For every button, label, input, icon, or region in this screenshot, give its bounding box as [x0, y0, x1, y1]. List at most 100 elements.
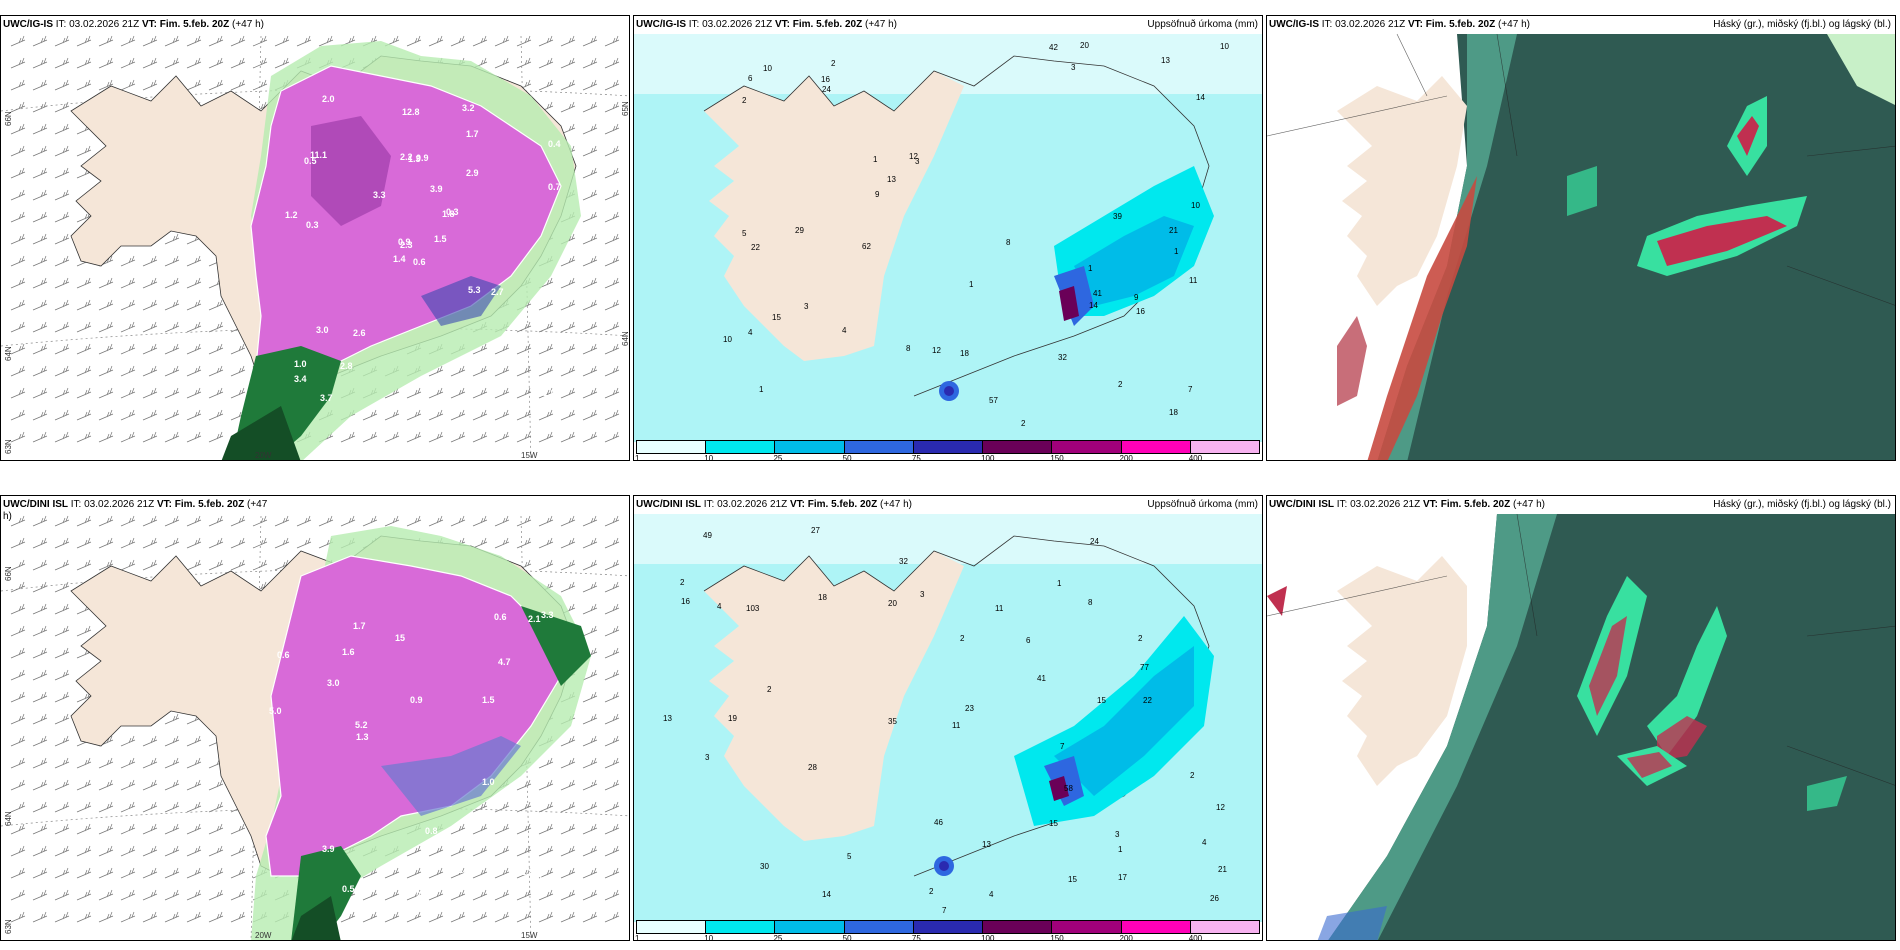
wind-barb	[142, 35, 158, 47]
wind-barb	[98, 365, 114, 377]
wind-barb	[186, 255, 202, 267]
wind-barb	[582, 823, 598, 835]
wind-barb	[186, 343, 202, 355]
wind-barb	[208, 537, 224, 549]
wind-barb	[230, 911, 246, 923]
wind-barb	[32, 515, 48, 527]
wind-barb	[516, 889, 532, 901]
value-label: 5.3	[468, 285, 481, 295]
wind-barb	[142, 537, 158, 549]
wind-barb	[538, 409, 554, 421]
wind-barb	[98, 277, 114, 289]
wind-barb	[582, 867, 598, 879]
wind-barb	[362, 911, 378, 923]
value-label: 1	[1174, 247, 1179, 256]
wind-barb	[582, 691, 598, 703]
value-label: 2	[742, 96, 747, 105]
wind-barb	[32, 537, 48, 549]
wind-barb	[32, 343, 48, 355]
wind-barb	[538, 801, 554, 813]
wind-barb	[428, 515, 444, 527]
wind-barb	[32, 299, 48, 311]
wind-barb	[494, 801, 510, 813]
colorbar-tick-label: 10	[704, 934, 714, 941]
value-label: 42	[1049, 43, 1058, 52]
wind-barb	[32, 823, 48, 835]
value-label: 2.2	[400, 152, 413, 162]
colorbar-tick-label: 150	[1050, 934, 1064, 941]
value-label: 14	[822, 890, 831, 899]
wind-barb	[582, 321, 598, 333]
value-label: 6	[748, 74, 753, 83]
map-canvas	[1267, 513, 1895, 940]
colorbar-tick-label: 200	[1119, 934, 1133, 941]
wind-barb	[604, 145, 620, 157]
wind-barb	[428, 409, 444, 421]
wind-barb	[538, 779, 554, 791]
wind-barb	[142, 889, 158, 901]
wind-barb	[186, 277, 202, 289]
wind-barb	[54, 691, 70, 703]
wind-barb	[208, 321, 224, 333]
wind-barb	[428, 387, 444, 399]
wind-barb	[120, 867, 136, 879]
wind-barb	[340, 911, 356, 923]
wind-barb	[604, 647, 620, 659]
value-label: -1.4	[553, 745, 569, 755]
value-label: 0.6	[277, 650, 290, 660]
wind-barb	[560, 867, 576, 879]
wind-barb	[76, 757, 92, 769]
wind-barb	[582, 255, 598, 267]
wind-barb	[252, 537, 268, 549]
wind-barb	[120, 735, 136, 747]
value-label: 58	[1064, 784, 1073, 793]
wind-barb	[54, 211, 70, 223]
value-label: 46	[934, 818, 943, 827]
wind-barb	[560, 343, 576, 355]
wind-barb	[230, 79, 246, 91]
value-label: 19	[728, 714, 737, 723]
wind-barb	[406, 515, 422, 527]
wind-barb	[604, 299, 620, 311]
colorbar: 1 10 25 50 75 100 150 200 400	[635, 920, 1260, 941]
wind-barb	[186, 299, 202, 311]
wind-barb	[186, 79, 202, 91]
value-label: 11	[1189, 276, 1198, 285]
panel-title-right: Uppsöfnuð úrkoma (mm)	[1147, 19, 1258, 30]
wind-barb	[98, 559, 114, 571]
wind-barb	[362, 515, 378, 527]
value-label: 4	[989, 890, 994, 899]
value-label: 4	[748, 328, 753, 337]
wind-barb	[494, 823, 510, 835]
value-label: 14	[1196, 93, 1205, 102]
wind-barb	[54, 779, 70, 791]
wind-barb	[164, 823, 180, 835]
wind-barb	[582, 387, 598, 399]
wind-barb	[98, 321, 114, 333]
wind-barb	[604, 189, 620, 201]
wind-barb	[32, 123, 48, 135]
wind-barb	[10, 123, 26, 135]
colorbar-tick-label: 1	[635, 454, 640, 461]
wind-barb	[450, 35, 466, 47]
wind-barb	[406, 911, 422, 923]
value-label: 28	[808, 763, 817, 772]
wind-barb	[428, 867, 444, 879]
wind-barb	[516, 431, 532, 443]
value-label: 15	[772, 313, 781, 322]
value-label: 1.9	[543, 388, 556, 398]
value-label: 3.4	[294, 374, 307, 384]
wind-barb	[450, 867, 466, 879]
wind-barb	[604, 365, 620, 377]
wind-barb	[604, 255, 620, 267]
wind-barb	[516, 911, 532, 923]
value-label: 16	[1136, 307, 1145, 316]
value-label: 22	[751, 243, 760, 252]
wind-barb	[32, 211, 48, 223]
colorbar-tick-label: 400	[1188, 934, 1203, 941]
wind-barb	[362, 889, 378, 901]
wind-barb	[186, 409, 202, 421]
wind-barb	[164, 801, 180, 813]
panel-header: UWC/DINI ISL IT: 03.02.2026 21Z VT: Fim.…	[1269, 499, 1545, 510]
wind-barb	[516, 365, 532, 377]
